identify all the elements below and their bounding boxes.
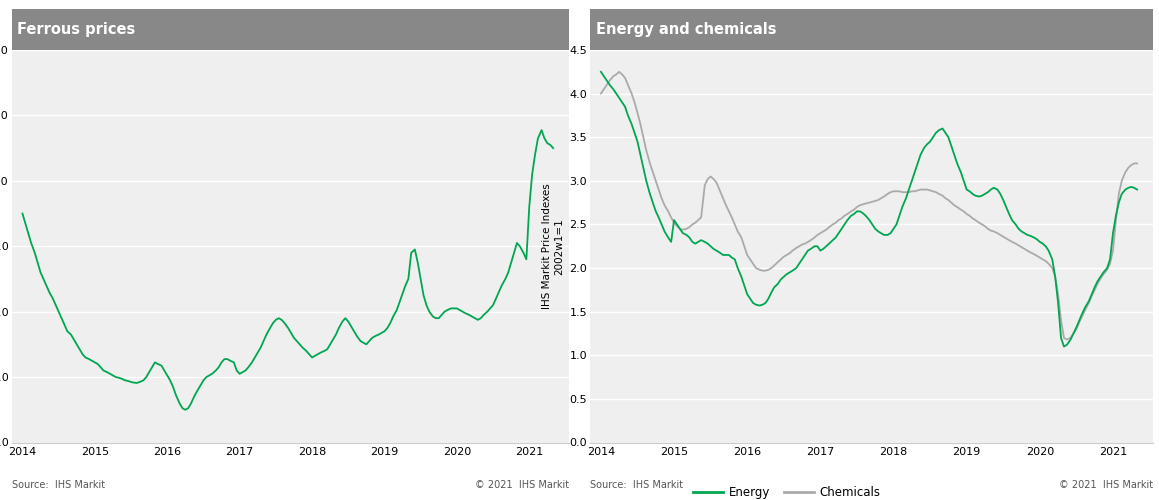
Y-axis label: IHS Markit Price Indexes
2002w1=1: IHS Markit Price Indexes 2002w1=1 bbox=[542, 184, 563, 309]
Energy bbox=[984, 186, 998, 192]
Energy bbox=[1057, 344, 1071, 349]
Energy bbox=[746, 300, 760, 306]
Chemicals bbox=[593, 90, 607, 96]
Energy bbox=[765, 290, 779, 296]
Chemicals bbox=[1130, 160, 1144, 166]
Text: © 2021  IHS Markit: © 2021 IHS Markit bbox=[475, 480, 569, 490]
Energy bbox=[593, 69, 607, 75]
Chemicals bbox=[1060, 336, 1074, 342]
Energy bbox=[1051, 300, 1065, 306]
Energy bbox=[923, 138, 936, 144]
Energy bbox=[1130, 186, 1144, 192]
Chemicals bbox=[749, 265, 763, 271]
Energy bbox=[911, 160, 925, 166]
Chemicals bbox=[1054, 318, 1067, 324]
Line: Energy: Energy bbox=[600, 72, 1137, 346]
Chemicals bbox=[926, 188, 940, 194]
Text: Source:  IHS Markit: Source: IHS Markit bbox=[590, 480, 683, 490]
Text: Source:  IHS Markit: Source: IHS Markit bbox=[12, 480, 104, 490]
Chemicals bbox=[986, 228, 1000, 234]
Text: Ferrous prices: Ferrous prices bbox=[17, 22, 136, 37]
Legend: Energy, Chemicals: Energy, Chemicals bbox=[688, 482, 885, 500]
Chemicals bbox=[913, 186, 927, 192]
Chemicals bbox=[612, 69, 626, 75]
Line: Chemicals: Chemicals bbox=[600, 72, 1137, 340]
Chemicals bbox=[767, 262, 781, 268]
Text: © 2021  IHS Markit: © 2021 IHS Markit bbox=[1059, 480, 1153, 490]
Text: Energy and chemicals: Energy and chemicals bbox=[596, 22, 777, 37]
